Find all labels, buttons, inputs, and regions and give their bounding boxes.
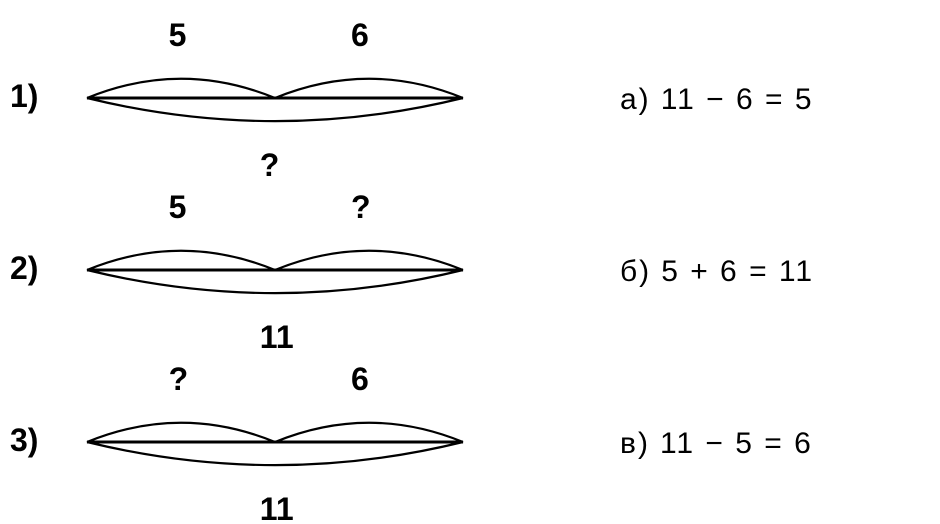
- equation: б) 5 + 6 = 11: [620, 255, 814, 289]
- segment-diagram-svg: [85, 215, 465, 325]
- segment-bottom-value: ?: [260, 147, 280, 184]
- equation-text: 5 + 6 = 11: [661, 255, 814, 288]
- segment-diagram-svg: [85, 387, 465, 497]
- equation: а) 11 − 6 = 5: [620, 83, 814, 117]
- problem-row-1: 1)56?а)11 − 6 = 5: [0, 18, 940, 188]
- segment-top-right-value: 6: [351, 17, 369, 54]
- equation-letter: а): [620, 83, 651, 117]
- equation-text: 11 − 5 = 6: [660, 427, 813, 460]
- segment-top-left-value: 5: [169, 189, 187, 226]
- segment-top-right-value: ?: [351, 189, 371, 226]
- equation: в) 11 − 5 = 6: [620, 427, 813, 461]
- row-number-label: 3): [10, 422, 38, 459]
- equation-letter: б): [620, 255, 651, 289]
- segment-top-left-value: 5: [169, 17, 187, 54]
- segment-bottom-value: 11: [260, 319, 294, 356]
- segment-diagram: 5?11: [85, 215, 465, 325]
- segment-bottom-value: 11: [260, 491, 294, 524]
- segment-diagram: ?611: [85, 387, 465, 497]
- segment-diagram-svg: [85, 43, 465, 153]
- segment-top-left-value: ?: [169, 361, 189, 398]
- row-number-label: 2): [10, 250, 38, 287]
- equation-letter: в): [620, 427, 650, 461]
- equation-text: 11 − 6 = 5: [661, 83, 814, 116]
- problem-row-3: 3)?611в)11 − 5 = 6: [0, 362, 940, 524]
- problem-row-2: 2)5?11б)5 + 6 = 11: [0, 190, 940, 360]
- row-number-label: 1): [10, 78, 38, 115]
- segment-diagram: 56?: [85, 43, 465, 153]
- segment-top-right-value: 6: [351, 361, 369, 398]
